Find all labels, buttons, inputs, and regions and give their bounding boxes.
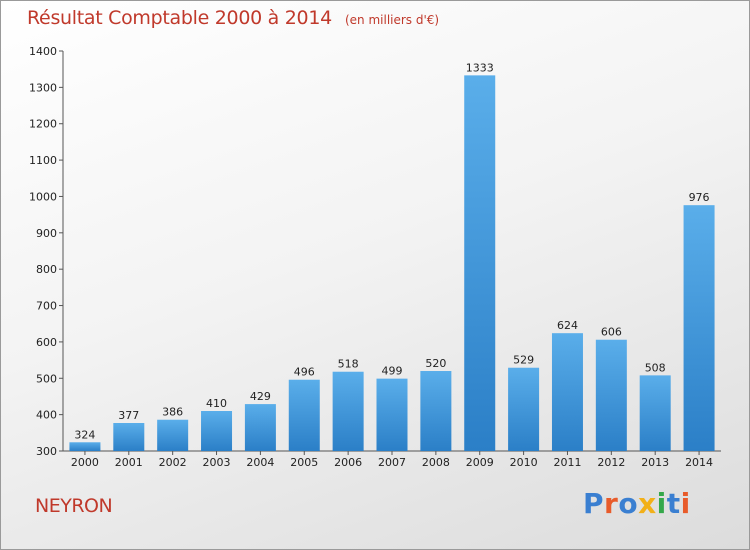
x-tick-label: 2012 — [597, 456, 625, 469]
y-tick-label: 1200 — [29, 118, 57, 131]
bar — [595, 339, 627, 451]
y-tick-label: 300 — [36, 445, 57, 458]
x-tick-label: 2011 — [553, 456, 581, 469]
bar-value-label: 1333 — [466, 61, 494, 74]
x-tick-label: 2008 — [422, 456, 450, 469]
x-tick-label: 2001 — [115, 456, 143, 469]
bar-value-label: 508 — [645, 361, 666, 374]
x-tick-label: 2002 — [159, 456, 187, 469]
y-tick-label: 1300 — [29, 81, 57, 94]
x-tick-label: 2003 — [203, 456, 231, 469]
bar-value-label: 429 — [250, 390, 271, 403]
bar — [420, 371, 452, 451]
y-tick-label: 700 — [36, 300, 57, 313]
bar-value-label: 410 — [206, 397, 227, 410]
bar — [201, 411, 233, 451]
bar — [332, 371, 364, 451]
bar-value-label: 377 — [118, 409, 139, 422]
y-tick-label: 1100 — [29, 154, 57, 167]
bar — [113, 423, 145, 451]
bar — [683, 205, 715, 451]
bar — [157, 419, 189, 451]
y-tick-label: 600 — [36, 336, 57, 349]
y-tick-label: 900 — [36, 227, 57, 240]
bar — [376, 378, 408, 451]
bar-value-label: 529 — [513, 354, 534, 367]
chart-title: Résultat Comptable 2000 à 2014 (en milli… — [27, 7, 439, 29]
y-tick-label: 400 — [36, 409, 57, 422]
x-tick-label: 2013 — [641, 456, 669, 469]
x-tick-label: 2004 — [246, 456, 274, 469]
logo-letter: i — [680, 487, 691, 520]
logo-letter: r — [604, 487, 619, 520]
bar-value-label: 496 — [294, 366, 315, 379]
x-tick-label: 2009 — [466, 456, 494, 469]
bar — [508, 367, 540, 451]
x-tick-label: 2006 — [334, 456, 362, 469]
logo-letter: i — [656, 487, 667, 520]
logo-letter: x — [638, 487, 657, 520]
bar-value-label: 324 — [74, 428, 95, 441]
bar-value-label: 606 — [601, 326, 622, 339]
y-tick-label: 500 — [36, 372, 57, 385]
bar-value-label: 386 — [162, 406, 183, 419]
bar-value-label: 976 — [689, 191, 710, 204]
logo-letter: t — [666, 487, 681, 520]
x-tick-label: 2010 — [510, 456, 538, 469]
x-tick-label: 2005 — [290, 456, 318, 469]
bar — [288, 379, 320, 451]
bar-value-label: 520 — [425, 357, 446, 370]
logo-letter: P — [583, 487, 605, 520]
y-tick-label: 1400 — [29, 45, 57, 58]
bar-value-label: 624 — [557, 319, 578, 332]
bar — [551, 333, 583, 451]
bar — [639, 375, 671, 451]
x-tick-label: 2000 — [71, 456, 99, 469]
proxiti-logo: Proxiti — [583, 487, 691, 520]
commune-name: NEYRON — [35, 495, 113, 517]
bar — [244, 404, 276, 451]
x-tick-label: 2007 — [378, 456, 406, 469]
x-tick-label: 2014 — [685, 456, 713, 469]
chart-unit-note: (en milliers d'€) — [344, 13, 440, 27]
y-tick-label: 1000 — [29, 190, 57, 203]
bar — [69, 442, 101, 451]
bar-value-label: 518 — [338, 358, 359, 371]
y-tick-label: 800 — [36, 263, 57, 276]
bar — [464, 75, 496, 451]
bar-value-label: 499 — [382, 365, 403, 378]
logo-letter: o — [618, 487, 639, 520]
chart-title-text: Résultat Comptable 2000 à 2014 — [27, 7, 332, 29]
